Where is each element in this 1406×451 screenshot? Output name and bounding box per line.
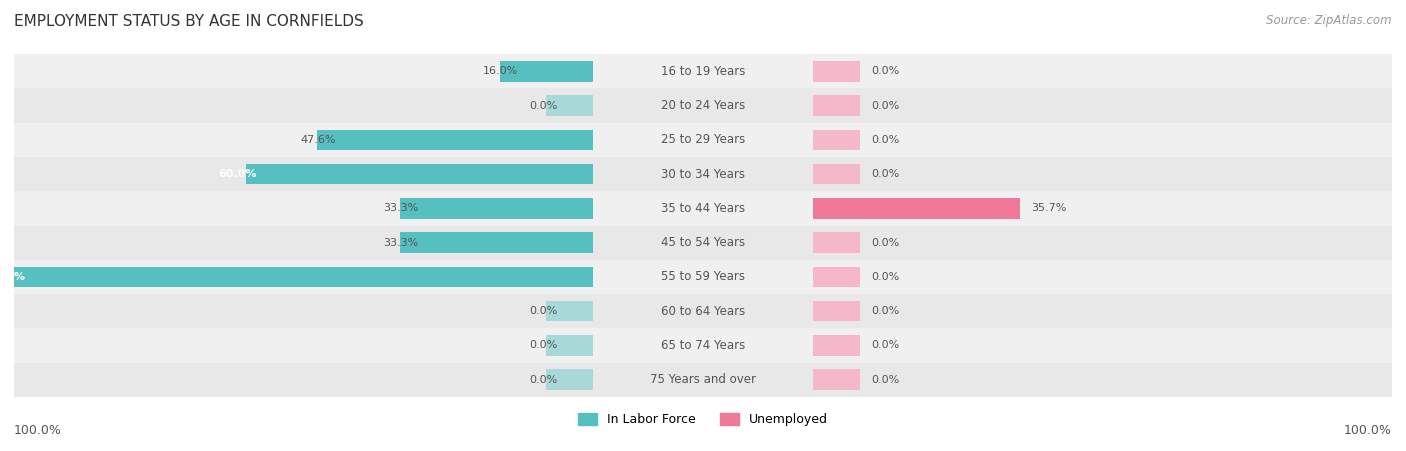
Text: 35.7%: 35.7% (1032, 203, 1067, 213)
Text: 20 to 24 Years: 20 to 24 Years (661, 99, 745, 112)
Bar (813, 88, 1392, 123)
Bar (593, 88, 813, 123)
Bar (593, 328, 813, 363)
Bar (501, 61, 593, 82)
Bar (401, 232, 593, 253)
Bar (813, 129, 859, 150)
Bar (813, 260, 1392, 294)
Bar (593, 191, 813, 226)
Text: 100.0%: 100.0% (1344, 424, 1392, 437)
Bar (593, 363, 813, 397)
Text: 0.0%: 0.0% (529, 306, 557, 316)
Text: 75 Years and over: 75 Years and over (650, 373, 756, 386)
Text: 0.0%: 0.0% (872, 135, 900, 145)
Text: 0.0%: 0.0% (872, 66, 900, 76)
Bar (14, 226, 593, 260)
Text: 65 to 74 Years: 65 to 74 Years (661, 339, 745, 352)
Bar (813, 95, 859, 116)
Bar (14, 54, 593, 88)
Bar (593, 294, 813, 328)
Bar (813, 369, 859, 390)
Text: 100.0%: 100.0% (14, 424, 62, 437)
Bar (813, 363, 1392, 397)
Bar (813, 294, 1392, 328)
Bar (14, 363, 593, 397)
Text: 60 to 64 Years: 60 to 64 Years (661, 305, 745, 318)
Bar (14, 157, 593, 191)
Bar (14, 267, 593, 287)
Bar (547, 95, 593, 116)
Bar (14, 328, 593, 363)
Bar (14, 191, 593, 226)
Bar (813, 301, 859, 322)
Bar (14, 260, 593, 294)
Bar (813, 198, 1019, 219)
Bar (14, 123, 593, 157)
Text: 0.0%: 0.0% (529, 341, 557, 350)
Text: 0.0%: 0.0% (529, 101, 557, 110)
Text: 47.6%: 47.6% (299, 135, 336, 145)
Text: 60.0%: 60.0% (218, 169, 257, 179)
Bar (813, 335, 859, 356)
Bar (593, 123, 813, 157)
Legend: In Labor Force, Unemployed: In Labor Force, Unemployed (572, 408, 834, 431)
Text: EMPLOYMENT STATUS BY AGE IN CORNFIELDS: EMPLOYMENT STATUS BY AGE IN CORNFIELDS (14, 14, 364, 28)
Text: 55 to 59 Years: 55 to 59 Years (661, 271, 745, 283)
Bar (547, 369, 593, 390)
Text: 0.0%: 0.0% (872, 306, 900, 316)
Bar (547, 335, 593, 356)
Text: 0.0%: 0.0% (529, 375, 557, 385)
Bar (813, 232, 859, 253)
Bar (593, 226, 813, 260)
Bar (813, 123, 1392, 157)
Bar (813, 328, 1392, 363)
Text: 0.0%: 0.0% (872, 272, 900, 282)
Bar (246, 164, 593, 184)
Bar (813, 164, 859, 184)
Text: 0.0%: 0.0% (872, 169, 900, 179)
Bar (813, 267, 859, 287)
Text: 35 to 44 Years: 35 to 44 Years (661, 202, 745, 215)
Bar (318, 129, 593, 150)
Bar (401, 198, 593, 219)
Text: 16.0%: 16.0% (482, 66, 517, 76)
Text: 33.3%: 33.3% (382, 238, 418, 248)
Bar (813, 191, 1392, 226)
Bar (547, 301, 593, 322)
Bar (813, 157, 1392, 191)
Text: 25 to 29 Years: 25 to 29 Years (661, 133, 745, 146)
Text: 45 to 54 Years: 45 to 54 Years (661, 236, 745, 249)
Bar (593, 54, 813, 88)
Text: Source: ZipAtlas.com: Source: ZipAtlas.com (1267, 14, 1392, 27)
Bar (14, 88, 593, 123)
Text: 30 to 34 Years: 30 to 34 Years (661, 168, 745, 180)
Bar (593, 157, 813, 191)
Text: 0.0%: 0.0% (872, 375, 900, 385)
Bar (14, 294, 593, 328)
Text: 16 to 19 Years: 16 to 19 Years (661, 65, 745, 78)
Text: 33.3%: 33.3% (382, 203, 418, 213)
Bar (813, 54, 1392, 88)
Text: 100.0%: 100.0% (0, 272, 25, 282)
Text: 0.0%: 0.0% (872, 341, 900, 350)
Bar (813, 226, 1392, 260)
Text: 0.0%: 0.0% (872, 238, 900, 248)
Bar (813, 61, 859, 82)
Bar (593, 260, 813, 294)
Text: 0.0%: 0.0% (872, 101, 900, 110)
